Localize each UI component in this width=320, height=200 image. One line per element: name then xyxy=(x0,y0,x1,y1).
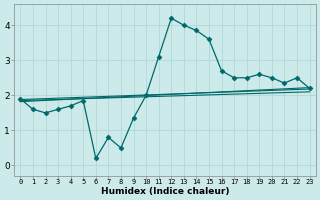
X-axis label: Humidex (Indice chaleur): Humidex (Indice chaleur) xyxy=(101,187,229,196)
